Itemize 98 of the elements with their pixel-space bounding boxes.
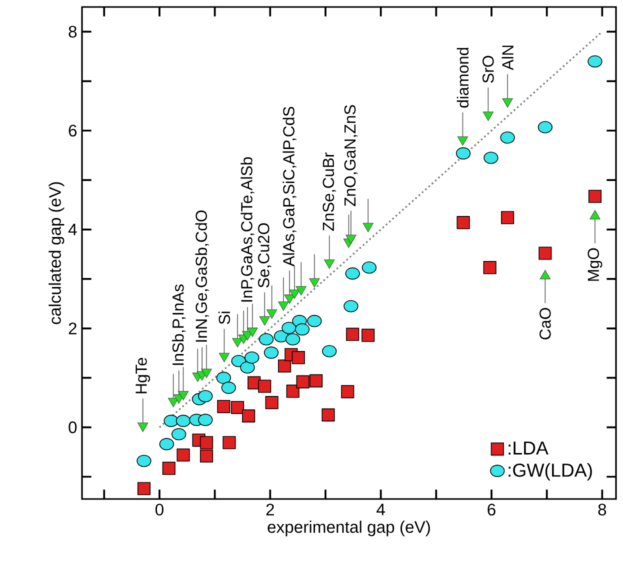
point [292, 351, 305, 364]
point [456, 216, 470, 230]
point [230, 400, 244, 414]
point [286, 333, 300, 346]
annotation: Se,Cu2O [258, 223, 272, 288]
point [198, 390, 213, 402]
point [500, 131, 515, 144]
point [136, 454, 152, 468]
annotation: MgO [588, 248, 602, 281]
x-axis-title: experimental gap (eV) [268, 520, 430, 536]
point [307, 314, 322, 328]
point [588, 190, 602, 203]
point [137, 482, 151, 496]
point [201, 368, 212, 378]
annotation: HgTe [136, 358, 150, 394]
point [222, 436, 236, 450]
point [232, 338, 243, 348]
annotation: AlN [502, 46, 514, 70]
legend-label: :LDA [508, 442, 548, 454]
y-tick-label: 2 [68, 322, 76, 334]
point [482, 112, 494, 121]
point [266, 309, 278, 319]
point [346, 328, 360, 341]
point [322, 408, 335, 422]
point [341, 385, 354, 398]
annotation: CaO [540, 308, 551, 340]
point [162, 462, 176, 475]
point [264, 346, 279, 359]
point [457, 136, 468, 146]
point [242, 409, 256, 422]
point [345, 267, 360, 280]
point [278, 301, 289, 311]
point [294, 323, 310, 336]
point [138, 422, 148, 432]
point [164, 414, 178, 427]
point [322, 345, 337, 358]
point [362, 262, 377, 274]
x-tick-label: 4 [376, 504, 385, 516]
point [296, 286, 306, 296]
point [159, 438, 174, 450]
y-tick-label: 4 [68, 224, 77, 236]
annotation: SrO [482, 56, 494, 83]
annotation: ZnO,GaN,ZnS [344, 105, 358, 206]
point [346, 234, 356, 244]
point [198, 414, 213, 426]
point [309, 278, 320, 288]
annotation: diamond [456, 48, 469, 108]
point [483, 261, 496, 274]
x-tick-label: 8 [598, 504, 606, 516]
point [362, 328, 375, 342]
point [310, 374, 323, 388]
point [362, 222, 374, 232]
point [218, 352, 230, 362]
annotation: ZnSe,CuBr [322, 152, 336, 231]
point [244, 352, 260, 364]
x-tick-label: 0 [155, 504, 164, 516]
point [217, 400, 230, 414]
point [247, 328, 258, 338]
point [289, 290, 300, 299]
x-tick-label: 6 [488, 504, 496, 516]
x-tick-label: 2 [266, 504, 274, 516]
point [538, 121, 553, 134]
point [221, 382, 236, 394]
point [176, 448, 190, 462]
y-tick-label: 0 [68, 421, 77, 434]
point [286, 384, 300, 398]
point [344, 300, 358, 312]
point [538, 246, 552, 260]
point [265, 396, 278, 410]
annotation: Si [218, 312, 230, 324]
point [178, 390, 189, 400]
point [259, 316, 270, 326]
annotation: InN,Ge,GaSb,CdO [195, 210, 209, 342]
point [282, 322, 296, 334]
point [588, 55, 602, 68]
point [502, 98, 513, 108]
y-axis-title: calculated gap (eV) [48, 182, 64, 324]
point [278, 359, 292, 373]
y-tick-label: 8 [68, 26, 77, 38]
annotation: InSb,P,InAs [172, 284, 186, 365]
point [284, 294, 295, 304]
point [296, 375, 310, 388]
point [484, 152, 498, 164]
point [501, 211, 514, 224]
annotation: AlAs,GaP,SiC,AlP,CdS [282, 106, 296, 266]
annotation: InP,GaAs,CdTe,AlSb [240, 157, 254, 302]
point [172, 428, 186, 440]
point [456, 147, 471, 160]
point [200, 449, 214, 463]
point [240, 361, 255, 374]
point [216, 372, 231, 384]
point [258, 380, 272, 393]
point [258, 333, 274, 346]
point [324, 259, 335, 269]
legend-label: :GW(LDA) [508, 463, 592, 481]
y-tick-label: 6 [68, 124, 77, 137]
point [200, 436, 214, 450]
point [176, 414, 191, 427]
